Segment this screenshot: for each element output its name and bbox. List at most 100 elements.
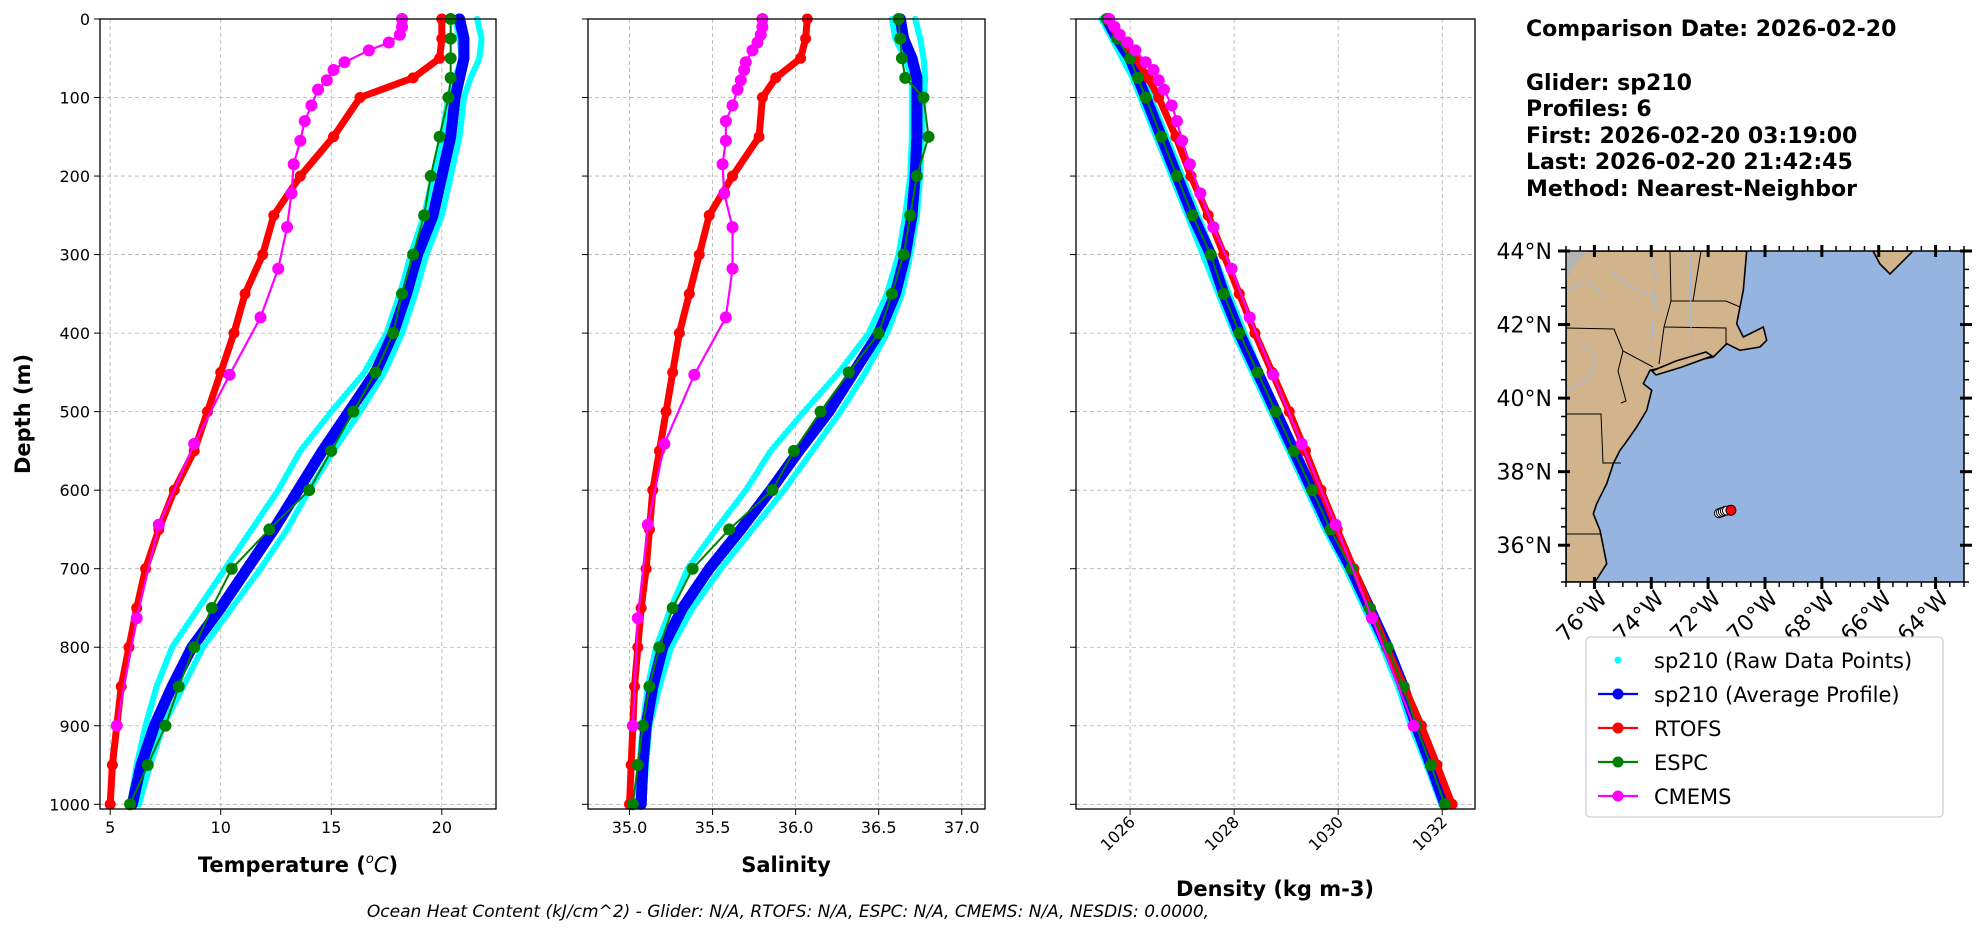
cmems-marker: [726, 221, 739, 234]
cmems-marker: [1139, 56, 1152, 69]
cmems-marker: [1194, 187, 1207, 200]
cmems-marker: [393, 28, 406, 41]
espc-marker: [369, 366, 382, 379]
espc-marker: [787, 444, 800, 457]
cmems-marker: [1157, 83, 1170, 96]
legend-label: CMEMS: [1654, 785, 1732, 809]
espc-marker: [910, 170, 923, 183]
cmems-marker: [1207, 221, 1220, 234]
espc-marker: [895, 52, 908, 65]
legend-item-espc: ESPC: [1598, 751, 1708, 775]
espc-marker: [442, 91, 455, 104]
avg-profile-point: [635, 798, 647, 810]
y-tick-label: 300: [59, 246, 90, 265]
cmems-marker: [298, 115, 311, 128]
cmems-marker: [1121, 36, 1134, 49]
x-tick-label: 1026: [1097, 812, 1139, 854]
x-tick-label: 10: [211, 818, 231, 837]
location-map: 36°N38°N40°N42°N44°N76°W74°W72°W70°W68°W…: [1497, 240, 1972, 647]
espc-marker: [1251, 366, 1264, 379]
legend-item-avg: sp210 (Average Profile): [1598, 683, 1900, 707]
map-nova-scotia: [1872, 251, 1915, 276]
glider-track: [1713, 504, 1737, 519]
cmems-marker: [738, 64, 751, 77]
legend-label: sp210 (Raw Data Points): [1654, 649, 1912, 673]
series-cmems: [626, 13, 769, 732]
espc-marker: [1233, 327, 1246, 340]
espc-marker: [636, 719, 649, 732]
cmems-marker: [688, 368, 701, 381]
espc-marker: [205, 601, 218, 614]
x-tick-label: 1030: [1305, 812, 1347, 854]
rtofs-marker: [215, 366, 227, 378]
x-tick-label: 20: [432, 818, 452, 837]
espc-marker: [766, 484, 779, 497]
rtofs-marker: [667, 366, 679, 378]
espc-marker: [643, 680, 656, 693]
ocean-heat-content-footer: Ocean Heat Content (kJ/cm^2) - Glider: N…: [367, 902, 1209, 922]
rtofs-marker: [257, 249, 269, 261]
cmems-marker: [1129, 44, 1142, 57]
panel-salinity: 35.0 35.5 36.0 36.5 37.0: [582, 13, 986, 837]
espc-marker: [1424, 759, 1437, 772]
rtofs-marker: [727, 170, 739, 182]
info-line: Last: 2026-02-20 21:42:45: [1526, 150, 1853, 175]
espc-marker: [894, 32, 907, 45]
espc-marker: [1131, 71, 1144, 84]
lat-tick-label: 36°N: [1497, 534, 1552, 559]
rtofs-marker: [268, 209, 280, 221]
legend-label: RTOFS: [1654, 717, 1721, 741]
y-tick-label: 600: [59, 481, 90, 500]
series-cmems: [110, 13, 409, 732]
cmems-marker: [626, 719, 639, 732]
cmems-profile-line: [115, 17, 404, 727]
glider-latest-position: [1725, 504, 1737, 516]
espc-marker: [444, 52, 457, 65]
espc-marker: [433, 130, 446, 143]
espc-marker: [1139, 91, 1152, 104]
lat-tick-label: 40°N: [1497, 387, 1552, 412]
legend-frame: [1585, 636, 1944, 818]
cmems-marker: [188, 437, 201, 450]
cmems-marker: [719, 115, 732, 128]
y-tick-label: 200: [59, 167, 90, 186]
espc-marker: [872, 327, 885, 340]
espc-marker: [1269, 405, 1282, 418]
espc-marker: [407, 248, 420, 261]
rtofs-marker: [683, 288, 695, 300]
cmems-marker: [382, 36, 395, 49]
cmems-marker: [631, 612, 644, 625]
x-tick-label: 5: [105, 818, 115, 837]
y-tick-label: 1000: [49, 795, 90, 814]
cmems-marker: [1243, 311, 1256, 324]
cmems-marker: [281, 221, 294, 234]
espc-marker: [444, 32, 457, 45]
cmems-marker: [152, 518, 165, 531]
y-tick-label: 500: [59, 403, 90, 422]
espc-marker: [686, 562, 699, 575]
cmems-marker: [1183, 158, 1196, 171]
temperature-axis-label: Temperature (oC): [198, 852, 398, 877]
espc-marker: [899, 71, 912, 84]
density-axis-label: Density (kg m-3): [1176, 877, 1374, 901]
espc-marker: [172, 680, 185, 693]
cmems-marker: [1152, 74, 1165, 87]
rtofs-marker: [635, 602, 647, 614]
cmems-marker: [285, 187, 298, 200]
cmems-marker: [1295, 437, 1308, 450]
legend-label: sp210 (Average Profile): [1654, 683, 1900, 707]
espc-marker: [1170, 170, 1183, 183]
rtofs-marker: [327, 131, 339, 143]
espc-marker: [723, 523, 736, 536]
panel-frame: [99, 18, 497, 810]
espc-marker: [1306, 484, 1319, 497]
panel-frame: [1075, 18, 1476, 810]
y-tick-label: 900: [59, 717, 90, 736]
rtofs-marker: [632, 641, 644, 653]
espc-marker: [263, 523, 276, 536]
info-line: Method: Nearest-Neighbor: [1526, 177, 1857, 202]
x-tick-label: 1032: [1409, 812, 1451, 854]
info-line: Glider: sp210: [1526, 71, 1692, 96]
